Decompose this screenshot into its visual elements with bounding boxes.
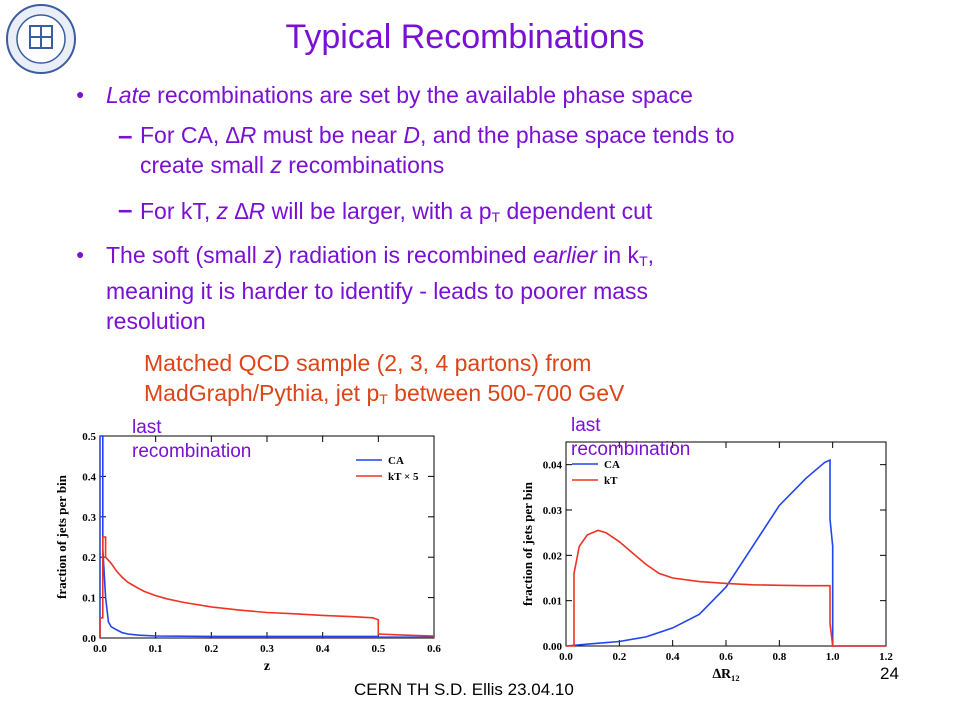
right-plot-label: last recombination (571, 415, 691, 460)
x-tick-label: 0.2 (612, 651, 626, 663)
bullet-late-recombinations: Late recombinations are set by the avail… (106, 82, 693, 108)
bullet-soft-radiation: The soft (small z) radiation is recombin… (106, 242, 655, 334)
delta-r-distribution-chart: 0.0 0.2 0.4 0.6 0.8 1.0 1.2 0.00 0.01 0.02 0.03 0.0… (520, 441, 893, 682)
x-axis-label: ∆R₁₂ (712, 667, 739, 682)
y-axis-label: fraction of jets per bin (54, 474, 69, 599)
x-tick-label: 0.0 (559, 651, 573, 663)
y-tick-label: 0.02 (543, 550, 563, 562)
x-axis-label: z (264, 659, 270, 674)
y-axis-label: fraction of jets per bin (520, 481, 535, 606)
left-plot-label: last recombination (132, 417, 252, 462)
slide-title: Typical Recombinations (285, 18, 645, 56)
y-tick-label: 0.5 (82, 431, 96, 443)
plot-frame (99, 435, 435, 639)
x-tick-label: 0.4 (316, 643, 330, 655)
x-tick-label: 0.6 (719, 651, 733, 663)
slide-footer: CERN TH S.D. Ellis 23.04.10 (354, 680, 574, 699)
x-tick-label: 1.2 (879, 651, 893, 663)
y-tick-label: 0.00 (543, 641, 563, 653)
legend-label: kT (604, 475, 618, 487)
y-tick-label: 0.0 (82, 633, 96, 645)
x-tick-label: 0.2 (204, 643, 218, 655)
y-tick-label: 0.3 (82, 512, 96, 524)
y-tick-label: 0.01 (543, 596, 562, 608)
bullet-dot: ● (76, 246, 85, 262)
sample-description: Matched QCD sample (2, 3, 4 partons) fro… (144, 350, 625, 407)
plot-frame (565, 441, 887, 647)
x-tick-label: 0.8 (772, 651, 786, 663)
bullet-dot: ● (76, 86, 85, 102)
series-line-0 (565, 458, 886, 647)
page-number: 24 (880, 664, 899, 683)
y-tick-label: 0.4 (82, 471, 96, 483)
x-tick-label: 0.6 (427, 643, 441, 655)
x-tick-label: 0.0 (93, 643, 107, 655)
y-tick-label: 0.2 (82, 552, 96, 564)
x-tick-label: 0.3 (260, 643, 274, 655)
series-line-1 (99, 536, 435, 638)
series-line-0 (99, 435, 434, 638)
legend-label: kT × 5 (388, 471, 419, 483)
x-tick-label: 0.4 (666, 651, 680, 663)
sub-bullet-ca: For CA, ∆R must be near D, and the phase… (140, 122, 735, 178)
sub-dash: – (118, 194, 133, 224)
legend-label: CA (604, 459, 620, 471)
university-seal-logo (4, 2, 78, 81)
x-tick-label: 0.1 (149, 643, 163, 655)
z-distribution-chart: 0.0 0.1 0.2 0.3 0.4 0.5 0.6 0.0 0.1 0.2 0.3 0.4 0.5 z… (54, 431, 441, 674)
sub-dash: – (118, 120, 133, 150)
x-tick-label: 0.5 (371, 643, 385, 655)
y-tick-label: 0.1 (82, 593, 96, 605)
y-tick-label: 0.03 (543, 505, 563, 517)
x-tick-label: 1.0 (826, 651, 840, 663)
sub-bullet-kt: For kT, z ∆R will be larger, with a pT d… (140, 198, 653, 225)
series-line-1 (566, 529, 886, 647)
y-tick-label: 0.04 (543, 460, 563, 472)
legend-label: CA (388, 455, 404, 467)
